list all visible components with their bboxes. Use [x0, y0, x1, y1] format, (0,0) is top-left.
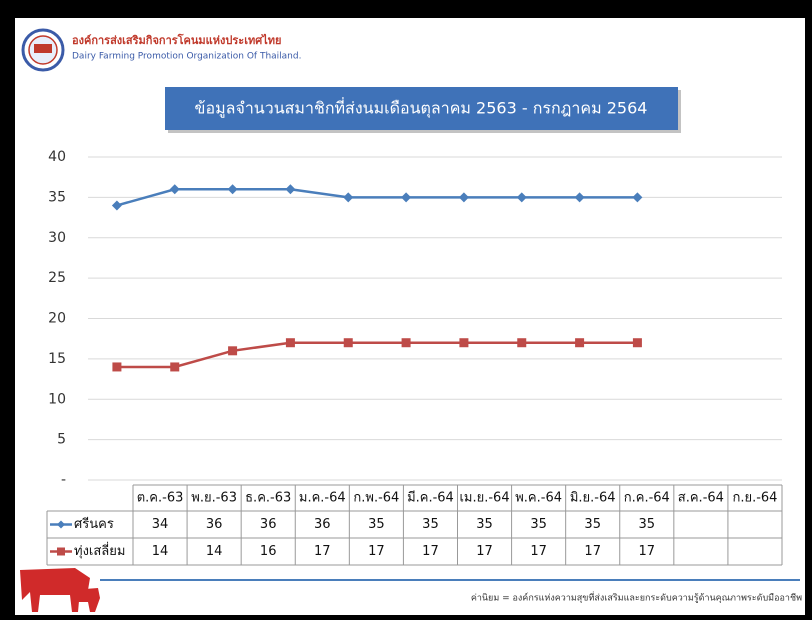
data-point	[574, 192, 585, 203]
data-point	[516, 192, 527, 203]
data-point	[458, 192, 469, 203]
x-tick-label: ธ.ค.-63	[245, 491, 291, 506]
x-tick-label: ก.พ.-64	[353, 491, 399, 506]
table-value: 35	[368, 517, 385, 532]
title-box	[165, 87, 678, 130]
legend-marker	[57, 520, 65, 529]
data-point	[517, 338, 527, 348]
table-value: 35	[476, 517, 493, 532]
y-tick-label: 15	[48, 351, 66, 367]
chart-title: ข้อมูลจำนวนสมาชิกที่ส่งนมเดือนตุลาคม 256…	[195, 97, 648, 119]
table-value: 35	[584, 517, 601, 532]
data-point	[401, 338, 411, 348]
x-tick-label: ก.ค.-64	[624, 491, 670, 506]
y-tick-label: 30	[48, 230, 66, 246]
data-point	[575, 338, 585, 348]
series-line	[116, 341, 638, 369]
legend-label: ศรีนคร	[74, 516, 114, 532]
logo	[21, 28, 65, 72]
legend-marker	[57, 547, 65, 556]
y-tick-label: 25	[48, 270, 66, 286]
table-value: 14	[152, 544, 169, 559]
data-point	[111, 200, 122, 211]
x-tick-label: เม.ย.-64	[459, 491, 509, 506]
table-value: 17	[422, 544, 439, 559]
x-tick-label: ส.ค.-64	[678, 491, 724, 506]
x-tick-label: มี.ค.-64	[407, 490, 454, 506]
data-point	[343, 192, 354, 203]
x-tick-label: พ.ย.-63	[191, 491, 237, 506]
x-tick-label: ม.ค.-64	[299, 491, 346, 506]
table-value: 36	[260, 517, 277, 532]
org-english: Dairy Farming Promotion Organization Of …	[72, 52, 301, 62]
table-value: 17	[476, 544, 493, 559]
data-point	[632, 192, 643, 203]
data-point	[285, 338, 295, 348]
legend-label: ทุ่งเสลี่ยม	[74, 542, 125, 559]
table-value: 17	[314, 544, 331, 559]
table-value: 16	[260, 544, 277, 559]
footer-motto: ค่านิยม = องค์กรแห่งความสุขที่ส่งเสริมแล…	[471, 591, 802, 604]
x-tick-label: ต.ค.-63	[137, 491, 184, 506]
series-line	[116, 188, 638, 207]
data-point	[112, 362, 122, 372]
table-value: 14	[206, 544, 223, 559]
data-point	[401, 192, 412, 203]
data-point	[459, 338, 469, 348]
data-point	[285, 184, 296, 195]
x-tick-label: พ.ค.-64	[515, 491, 562, 506]
y-tick-label: 5	[57, 432, 66, 448]
y-tick-label: 10	[48, 391, 66, 407]
org-thai: องค์การส่งเสริมกิจการโคนมแห่งประเทศไทย	[72, 33, 281, 47]
table-value: 17	[639, 544, 656, 559]
y-tick-label: 20	[48, 311, 66, 327]
data-point	[169, 184, 180, 195]
data-point	[632, 338, 642, 348]
cow-icon	[20, 568, 100, 612]
table-value: 36	[314, 517, 331, 532]
table-value: 17	[530, 544, 547, 559]
x-tick-label: มิ.ย.-64	[570, 491, 616, 506]
table-value: 36	[206, 517, 223, 532]
table-value: 35	[530, 517, 547, 532]
data-point	[343, 338, 353, 348]
data-point	[170, 362, 180, 372]
x-tick-label: ก.ย.-64	[732, 491, 777, 506]
data-point	[228, 346, 238, 356]
y-tick-label: -	[61, 472, 66, 488]
table-value: 17	[584, 544, 601, 559]
y-tick-label: 40	[48, 149, 66, 165]
chart: - 5 10 15 20 25 30 35 40 ต.ค.-63 พ.ย.-63 ธ.ค.-63 ม.ค…	[46, 149, 783, 566]
data-point	[227, 184, 238, 195]
table-value: 34	[152, 517, 169, 532]
table-value: 35	[639, 517, 656, 532]
y-tick-label: 35	[48, 189, 66, 205]
table-value: 17	[368, 544, 385, 559]
table-value: 35	[422, 517, 439, 532]
